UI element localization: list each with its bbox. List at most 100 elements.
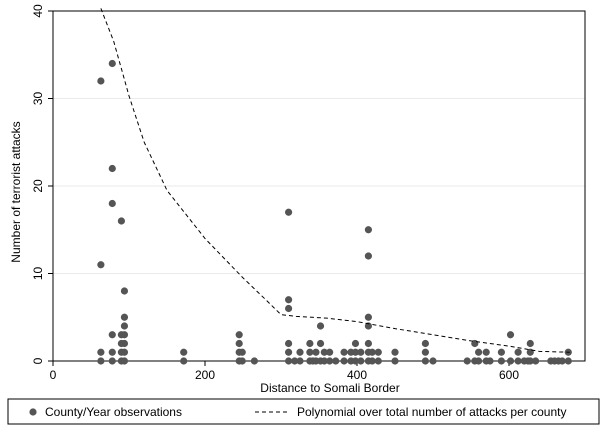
x-tick-label-600: 600	[499, 368, 519, 382]
data-point	[180, 348, 188, 356]
y-tick-label-20: 20	[31, 179, 45, 193]
data-point	[351, 357, 360, 365]
data-point	[368, 348, 376, 356]
legend-label-scatter: County/Year observations	[45, 405, 182, 419]
data-point	[364, 339, 372, 348]
y-tick-label-30: 30	[31, 92, 45, 106]
data-point	[475, 348, 483, 356]
data-point	[374, 357, 382, 365]
data-point	[475, 357, 483, 365]
y-tick-label-40: 40	[31, 4, 45, 18]
data-point	[312, 348, 320, 356]
data-point	[285, 348, 293, 356]
data-point	[364, 313, 372, 321]
legend-label-line: Polynomial over total number of attacks …	[297, 405, 566, 419]
scatter-points	[97, 59, 572, 365]
data-point	[235, 331, 243, 339]
data-point	[482, 348, 490, 356]
data-point	[235, 339, 243, 348]
data-point	[506, 357, 515, 365]
data-point	[532, 357, 540, 365]
data-point	[291, 357, 299, 365]
data-point	[306, 339, 314, 348]
data-point	[421, 348, 429, 356]
data-point	[421, 339, 429, 348]
legend-marker-scatter	[29, 408, 37, 416]
data-point	[316, 339, 325, 348]
data-point	[120, 287, 129, 295]
data-point	[526, 339, 534, 348]
data-point	[108, 59, 116, 68]
data-point	[391, 348, 399, 356]
data-point	[285, 208, 293, 216]
x-tick-label-200: 200	[195, 368, 215, 382]
data-point	[108, 199, 116, 208]
data-point	[320, 348, 328, 356]
data-point	[108, 331, 116, 339]
data-point	[238, 348, 246, 356]
data-point	[108, 348, 116, 356]
data-point	[238, 357, 246, 365]
data-point	[374, 348, 382, 356]
data-point	[306, 348, 314, 356]
data-point	[285, 357, 293, 365]
legend: County/Year observations Polynomial over…	[7, 398, 600, 425]
data-point	[486, 357, 494, 365]
data-point	[357, 348, 365, 356]
data-point	[97, 348, 105, 356]
data-point	[340, 357, 348, 365]
data-point	[368, 357, 376, 365]
data-point	[514, 348, 522, 356]
data-point	[316, 322, 325, 330]
data-point	[250, 357, 258, 365]
data-point	[514, 357, 522, 365]
data-point	[364, 226, 372, 234]
data-point	[429, 357, 437, 365]
legend-box	[7, 398, 600, 425]
data-point	[285, 339, 293, 348]
y-tick-label-0: 0	[31, 357, 45, 364]
data-point	[506, 331, 515, 339]
polynomial-fit-line	[100, 8, 570, 353]
data-point	[320, 357, 328, 365]
data-point	[497, 348, 505, 356]
data-point	[120, 322, 129, 330]
y-axis: 0 10 20 30 40	[31, 4, 53, 364]
data-point	[97, 77, 105, 85]
data-point	[463, 357, 471, 365]
data-point	[364, 322, 372, 330]
data-point	[326, 348, 334, 356]
data-point	[340, 348, 348, 356]
x-tick-label-0: 0	[50, 368, 57, 382]
data-point	[97, 357, 105, 365]
data-point	[180, 357, 188, 365]
x-tick-label-400: 400	[347, 368, 367, 382]
x-axis-title: Distance to Somali Border	[260, 381, 399, 395]
data-point	[285, 296, 293, 304]
data-point	[296, 357, 304, 365]
data-point	[332, 357, 340, 365]
data-point	[526, 357, 534, 365]
y-tick-label-10: 10	[31, 267, 45, 281]
data-point	[108, 164, 116, 173]
data-point	[326, 357, 334, 365]
data-point	[120, 348, 129, 356]
data-point	[120, 339, 129, 348]
data-point	[117, 217, 125, 225]
data-point	[364, 252, 372, 260]
data-point	[558, 357, 566, 365]
y-axis-title: Number of terrorist attacks	[9, 121, 23, 262]
data-point	[421, 357, 429, 365]
data-point	[120, 357, 129, 365]
data-point	[351, 348, 360, 356]
data-point	[497, 357, 505, 365]
data-point	[357, 357, 365, 365]
data-point	[120, 313, 129, 321]
data-point	[351, 339, 360, 348]
data-point	[120, 331, 129, 339]
data-point	[285, 304, 293, 313]
data-point	[108, 357, 116, 365]
data-point	[97, 261, 105, 269]
